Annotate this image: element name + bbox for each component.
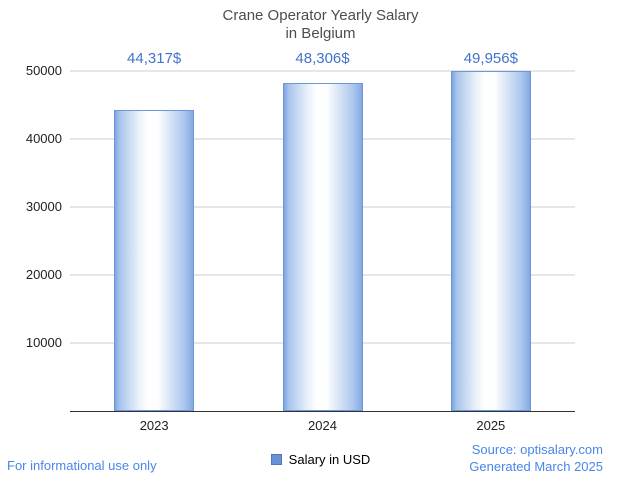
value-label-2025: 49,956$ bbox=[463, 50, 518, 67]
value-label-2023: 44,317$ bbox=[127, 50, 182, 67]
chart-title-line2: in Belgium bbox=[285, 25, 356, 42]
generated-text: Generated March 2025 bbox=[469, 459, 603, 474]
y-tick-label: 50000 bbox=[25, 63, 62, 78]
x-axis-line bbox=[70, 411, 575, 412]
x-tick-label-2025: 2025 bbox=[476, 418, 506, 433]
bar-2025 bbox=[450, 71, 531, 411]
gridline bbox=[70, 70, 575, 72]
x-tick-label-2023: 2023 bbox=[139, 418, 169, 433]
disclaimer-text: For informational use only bbox=[7, 458, 157, 473]
legend-label: Salary in USD bbox=[288, 452, 371, 467]
value-label-2024: 48,306$ bbox=[295, 50, 350, 67]
bar-2024 bbox=[282, 82, 363, 411]
y-tick-label: 30000 bbox=[25, 199, 62, 214]
plot-area: 44,317$ 48,306$ 49,956$ bbox=[70, 50, 575, 412]
y-tick-label: 40000 bbox=[25, 131, 62, 146]
x-axis: 2023 2024 2025 bbox=[70, 418, 575, 436]
y-tick-label: 10000 bbox=[25, 335, 62, 350]
chart-title: Crane Operator Yearly Salary in Belgium bbox=[0, 7, 641, 43]
y-axis: 10000 20000 30000 40000 50000 bbox=[0, 63, 62, 411]
source-text: Source: optisalary.com bbox=[471, 442, 603, 457]
source-block: Source: optisalary.com Generated March 2… bbox=[469, 441, 603, 475]
x-tick-label-2024: 2024 bbox=[308, 418, 337, 433]
legend-swatch-icon bbox=[270, 454, 282, 465]
y-tick-label: 20000 bbox=[25, 267, 62, 282]
chart-title-line1: Crane Operator Yearly Salary bbox=[222, 7, 419, 24]
bar-2023 bbox=[114, 109, 195, 411]
legend: Salary in USD bbox=[0, 452, 641, 467]
